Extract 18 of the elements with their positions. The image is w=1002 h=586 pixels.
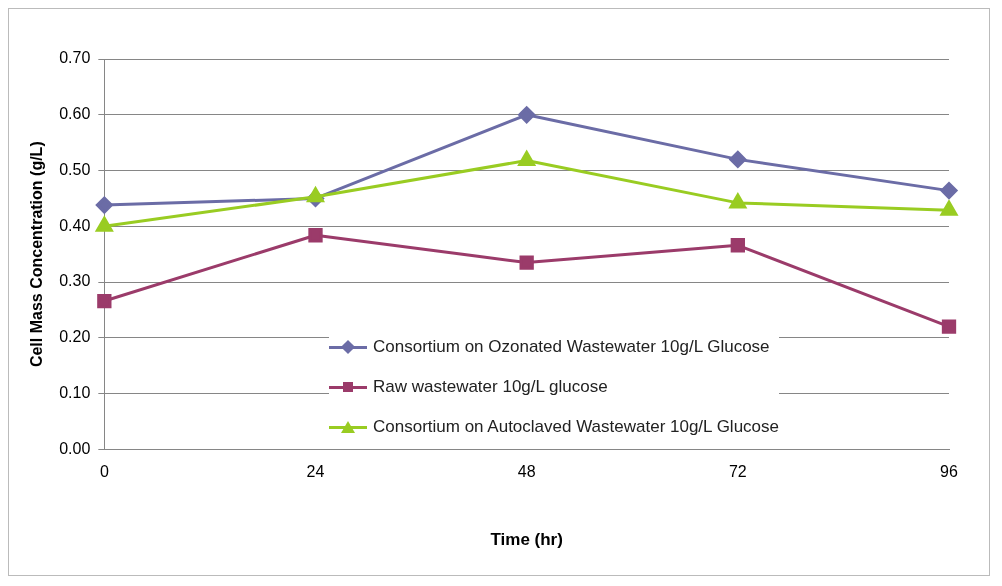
legend-label: Consortium on Autoclaved Wastewater 10g/L Glucose: [373, 417, 780, 437]
x-tick-label: 48: [517, 463, 536, 481]
x-tick-label: 96: [940, 463, 958, 481]
x-tick-label: 0: [99, 463, 109, 481]
y-tick-label: 0.20: [59, 328, 91, 346]
y-tick-label: 0.50: [59, 160, 91, 178]
y-tick-label: 0.00: [59, 439, 91, 457]
y-axis-title: Cell Mass Concentration (g/L): [28, 141, 46, 368]
legend-label: Consortium on Ozonated Wastewater 10g/L Glucose: [373, 337, 770, 357]
legend-label: Raw wastewater 10g/L glucose: [373, 377, 608, 397]
x-axis-title: Time (hr): [490, 530, 563, 550]
x-tick-label: 24: [306, 463, 325, 481]
x-tick-label: 72: [728, 463, 747, 481]
y-tick-label: 0.60: [59, 105, 91, 123]
y-tick-label: 0.10: [59, 384, 91, 402]
y-tick-label: 0.70: [59, 49, 91, 67]
y-tick-label: 0.40: [59, 216, 91, 234]
y-tick-label: 0.30: [59, 272, 91, 290]
